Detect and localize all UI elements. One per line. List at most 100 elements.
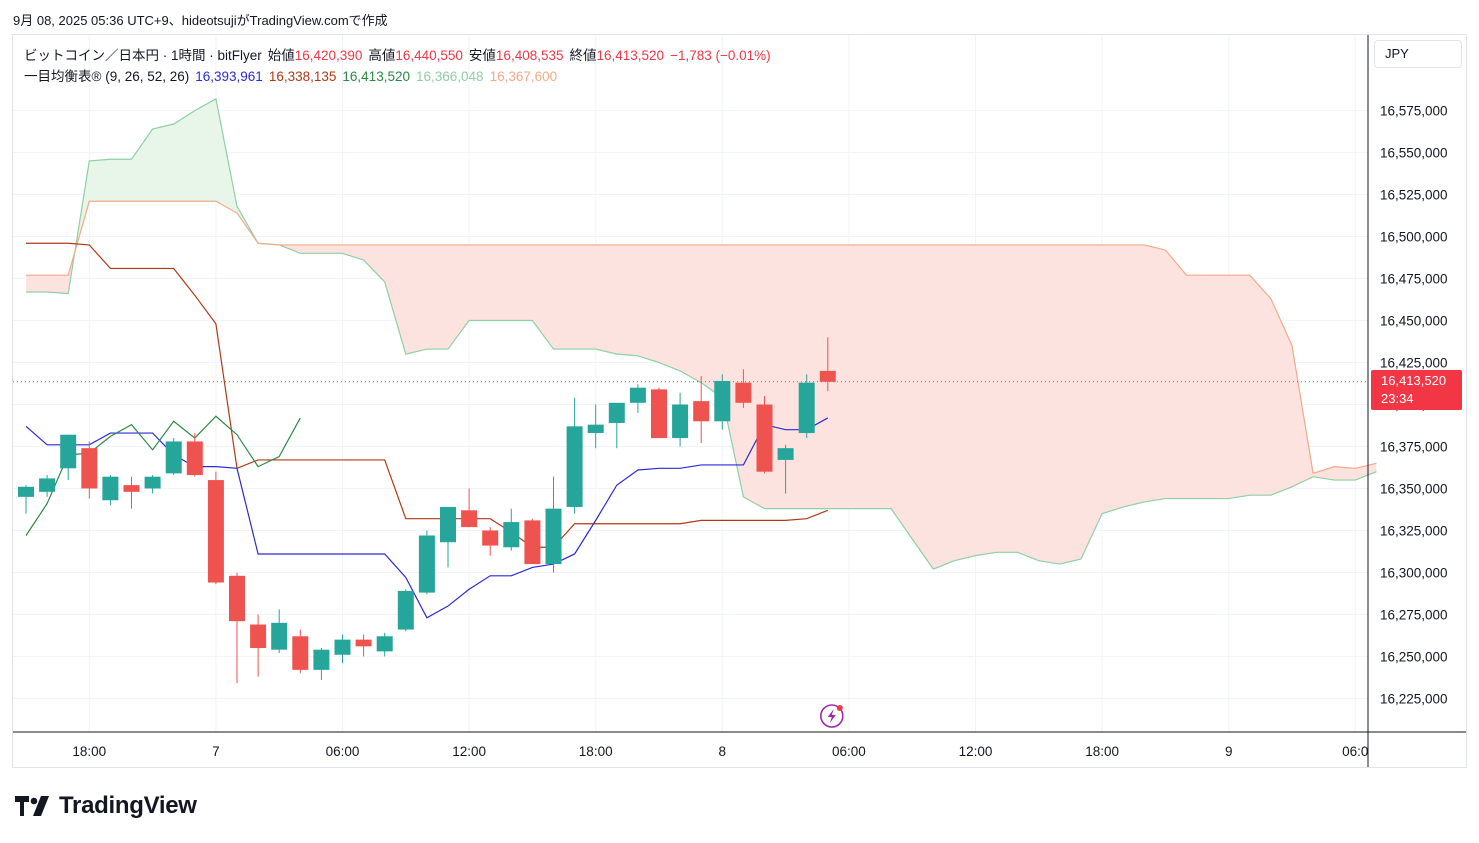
candle-up: [334, 639, 351, 655]
legend-change: −1,783 (−0.01%): [670, 48, 771, 63]
candle-up: [39, 478, 56, 492]
currency-selector[interactable]: JPY: [1374, 40, 1462, 68]
cloud-bearish: [279, 244, 1377, 570]
candle-down: [524, 520, 541, 565]
candle-up: [672, 404, 689, 439]
candle-up: [144, 476, 161, 489]
candle-down: [819, 370, 836, 382]
chart-legend: ビットコイン／日本円 · 1時間 · bitFlyer 始値16,420,390 高…: [24, 45, 777, 87]
lightning-icon: [819, 704, 844, 728]
lightning-icon-dot: [836, 705, 843, 711]
time-tick-label: 18:00: [579, 744, 613, 759]
candle-up: [165, 441, 182, 474]
cloud-bullish: [74, 98, 280, 252]
candle-up: [418, 535, 435, 593]
time-tick-label: 12:00: [959, 744, 993, 759]
candle-up: [608, 402, 625, 423]
legend-close-value: 16,413,520: [596, 48, 665, 63]
candle-up: [629, 387, 646, 403]
legend-kijun-value: 16,338,135: [268, 69, 337, 84]
candle-up: [397, 590, 414, 630]
price-tick-label: 16,575,000: [1380, 104, 1448, 119]
legend-ohlc-row: ビットコイン／日本円 · 1時間 · bitFlyer 始値16,420,390 高…: [24, 45, 777, 66]
time-tick-label: 06:00: [326, 744, 360, 759]
time-tick-label: 12:00: [452, 744, 486, 759]
cloud-bearish: [26, 251, 75, 294]
legend-tenkan-value: 16,393,961: [195, 69, 263, 84]
time-tick-label: 8: [719, 744, 727, 759]
candle-up: [376, 636, 393, 652]
last-price-tag: 16,413,520 23:34: [1371, 370, 1462, 410]
kijun-line: [26, 242, 829, 548]
candle-down: [207, 480, 224, 583]
time-tick-label: 9: [1225, 744, 1233, 759]
price-tick-label: 16,300,000: [1380, 565, 1448, 580]
price-tick-label: 16,425,000: [1380, 356, 1448, 371]
candle-down: [250, 624, 267, 649]
candle-down: [292, 636, 309, 670]
tradingview-wordmark: TradingView: [59, 792, 197, 819]
chikou-line: [25, 415, 301, 536]
candle-up: [313, 649, 330, 670]
senkou-span-b-line: [26, 200, 1377, 475]
candle-up: [798, 382, 815, 434]
legend-close-label: 終値: [569, 48, 597, 63]
legend-indicator-row: 一目均衡表® (9, 26, 52, 26) 16,393,961 16,338,1…: [24, 66, 777, 87]
legend-spanB-value: 16,367,600: [489, 69, 558, 84]
price-tick-label: 16,525,000: [1380, 188, 1448, 203]
time-tick-label: 7: [212, 744, 220, 759]
legend-low-value: 16,408,535: [495, 48, 564, 63]
candle-down: [81, 448, 98, 489]
time-tick-label: 18:00: [1085, 744, 1119, 759]
legend-open-value: 16,420,390: [294, 48, 363, 63]
tradingview-logo[interactable]: TradingView: [15, 792, 197, 820]
candle-down: [735, 382, 752, 403]
legend-open-label: 始値: [267, 48, 295, 63]
candle-up: [60, 434, 77, 469]
candlestick-series: [18, 337, 836, 684]
price-tick-label: 16,250,000: [1380, 649, 1448, 664]
legend-indicator-name[interactable]: 一目均衡表® (9, 26, 52, 26): [24, 69, 190, 84]
candle-up: [102, 476, 119, 501]
candle-down: [461, 510, 478, 528]
candle-down: [355, 639, 372, 647]
candle-down: [123, 485, 140, 492]
candle-up: [714, 380, 731, 422]
time-tick-label: 18:00: [72, 744, 106, 759]
price-tick-label: 16,275,000: [1380, 607, 1448, 622]
candle-up: [440, 506, 456, 543]
candle-up: [18, 486, 34, 497]
price-tick-label: 16,225,000: [1380, 691, 1448, 706]
legend-spanA-value: 16,366,048: [415, 69, 484, 84]
ichimoku-cloud: [26, 98, 1377, 570]
candle-down: [756, 404, 773, 472]
candle-up: [777, 448, 794, 460]
candle-up: [503, 522, 520, 548]
legend-chikou-value: 16,413,520: [342, 69, 410, 84]
chart-caption: 9月 08, 2025 05:36 UTC+9、hideotsujiがTradi…: [13, 13, 388, 28]
legend-symbol: ビットコイン／日本円 · 1時間 · bitFlyer: [24, 48, 262, 63]
candle-down: [693, 401, 710, 422]
price-tick-label: 16,450,000: [1380, 314, 1448, 329]
time-tick-label: 06:00: [832, 744, 866, 759]
tradingview-logo-icon: [15, 796, 49, 816]
price-tick-label: 16,325,000: [1380, 523, 1448, 538]
last-price-value: 16,413,520: [1381, 373, 1447, 388]
lightning-icon-bolt: [827, 709, 836, 723]
legend-high-value: 16,440,550: [395, 48, 463, 63]
candle-up: [545, 508, 562, 565]
price-tick-label: 16,475,000: [1380, 272, 1448, 287]
candle-up: [566, 426, 583, 507]
price-tick-label: 16,550,000: [1380, 146, 1448, 161]
candle-up: [271, 622, 288, 650]
candle-down: [482, 530, 499, 546]
price-tick-label: 16,375,000: [1380, 439, 1448, 454]
candle-up: [587, 424, 604, 434]
bar-countdown: 23:34: [1381, 391, 1414, 406]
candle-down: [229, 575, 245, 622]
legend-low-label: 安値: [468, 48, 496, 63]
price-tick-label: 16,500,000: [1380, 230, 1448, 245]
legend-high-label: 高値: [368, 48, 396, 63]
candle-down: [186, 441, 203, 476]
